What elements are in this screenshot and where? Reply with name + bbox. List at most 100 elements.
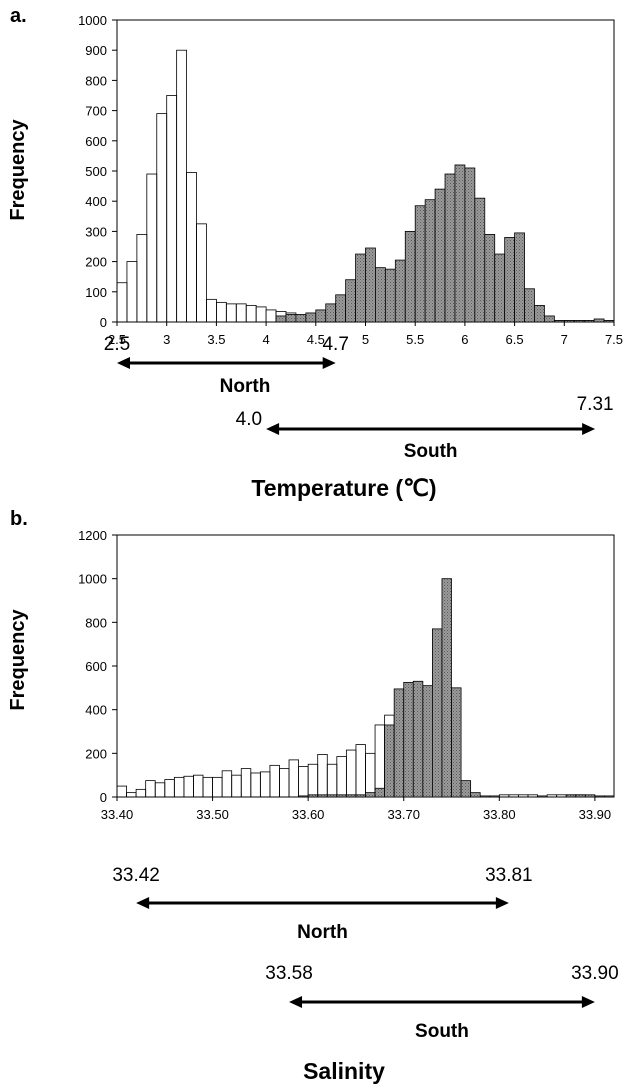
y-tick-label: 100 bbox=[85, 285, 107, 300]
arrow-head-left bbox=[117, 357, 130, 369]
bar-north bbox=[221, 770, 233, 798]
bar-south bbox=[315, 309, 327, 323]
bar-north bbox=[116, 282, 128, 323]
panel-label: a. bbox=[10, 5, 27, 27]
bar-north bbox=[336, 756, 347, 798]
x-tick-label: 5 bbox=[362, 332, 369, 347]
bar-south bbox=[298, 795, 309, 798]
y-tick-label: 1000 bbox=[78, 572, 107, 587]
bar-south bbox=[434, 188, 446, 323]
range-from-label: 4.0 bbox=[236, 409, 262, 430]
bar-south bbox=[514, 232, 525, 323]
bar-north bbox=[135, 788, 147, 798]
bar-north bbox=[245, 304, 257, 323]
bar-south bbox=[375, 267, 386, 323]
x-tick-label: 4 bbox=[262, 332, 269, 347]
x-tick-label: 3 bbox=[163, 332, 170, 347]
bar-south bbox=[565, 794, 577, 798]
range-to-label: 7.31 bbox=[577, 394, 614, 415]
x-tick-label: 33.90 bbox=[579, 807, 612, 822]
y-tick-label: 400 bbox=[85, 194, 107, 209]
bar-south bbox=[374, 787, 386, 798]
x-tick-label: 6.5 bbox=[506, 332, 524, 347]
bar-south bbox=[355, 253, 366, 323]
bar-south bbox=[325, 303, 337, 323]
range-name: North bbox=[297, 922, 348, 943]
bar-south bbox=[336, 794, 347, 798]
bar-north bbox=[154, 782, 166, 798]
range-annotations: 33.42 33.81 North 33.58 33.90 South bbox=[112, 865, 618, 1042]
x-tick-labels: 2.5 3 3.5 4 4.5 5 5.5 6 6.5 7 7.5 bbox=[108, 322, 623, 347]
bar-north bbox=[537, 795, 548, 798]
bar-north bbox=[225, 303, 237, 323]
bar-north bbox=[508, 794, 519, 798]
bar-north bbox=[156, 113, 168, 323]
bar-north bbox=[365, 752, 376, 798]
bar-south bbox=[365, 792, 376, 798]
bar-north bbox=[556, 794, 567, 798]
bar-north bbox=[196, 223, 207, 323]
bar-north bbox=[527, 794, 538, 798]
bar-south bbox=[544, 315, 555, 323]
bar-north bbox=[116, 785, 127, 798]
bar-north bbox=[279, 768, 290, 798]
bar-south bbox=[603, 320, 615, 323]
x-tick-label: 2.5 bbox=[108, 332, 126, 347]
bar-south bbox=[335, 294, 347, 323]
bar-north bbox=[250, 772, 261, 798]
bar-south bbox=[404, 230, 416, 323]
bar-north bbox=[146, 173, 158, 323]
bar-north bbox=[326, 763, 338, 798]
arrow-head-left bbox=[136, 897, 150, 909]
bar-south bbox=[553, 320, 565, 323]
bar-north bbox=[265, 309, 277, 323]
x-tick-label: 33.40 bbox=[101, 807, 134, 822]
bar-south bbox=[355, 794, 366, 798]
range-name: South bbox=[415, 1021, 469, 1042]
arrow-head-right bbox=[495, 897, 509, 909]
bar-south bbox=[414, 205, 426, 323]
arrow-head-right bbox=[582, 423, 596, 435]
x-axis-label: Temperature (℃) bbox=[251, 475, 436, 501]
bar-south bbox=[593, 318, 605, 323]
bar-south bbox=[441, 578, 452, 798]
y-axis-label: Frequency bbox=[7, 609, 29, 711]
bar-north bbox=[164, 779, 175, 798]
x-tick-label: 7 bbox=[561, 332, 568, 347]
y-tick-label: 800 bbox=[85, 615, 107, 630]
bar-south bbox=[424, 199, 436, 323]
bar-south bbox=[412, 680, 424, 798]
arrow-head-right bbox=[322, 357, 336, 369]
bar-south bbox=[422, 685, 433, 798]
bar-south bbox=[534, 304, 545, 323]
range-from-label: 33.58 bbox=[265, 963, 313, 984]
bar-south bbox=[345, 279, 356, 323]
y-tick-label: 1200 bbox=[78, 528, 107, 543]
bar-south bbox=[307, 794, 319, 798]
x-tick-labels: 33.40 33.50 33.60 33.70 33.80 33.90 bbox=[101, 797, 611, 822]
bar-north bbox=[479, 795, 491, 798]
bar-north bbox=[498, 794, 510, 798]
bar-north bbox=[126, 261, 138, 323]
bar-south bbox=[464, 167, 476, 323]
bar-south bbox=[275, 315, 287, 323]
y-tick-label: 1000 bbox=[78, 13, 107, 28]
bar-south bbox=[305, 312, 317, 323]
bar-north bbox=[269, 764, 280, 798]
bar-south bbox=[524, 288, 535, 323]
x-tick-label: 4.5 bbox=[307, 332, 325, 347]
bar-north bbox=[518, 794, 529, 798]
bar-north bbox=[136, 234, 148, 323]
bar-south bbox=[384, 268, 396, 323]
bar-north bbox=[193, 774, 204, 798]
bar-south bbox=[474, 197, 486, 323]
bar-south bbox=[295, 314, 307, 323]
bar-north bbox=[202, 776, 213, 798]
bar-north bbox=[166, 95, 178, 323]
bar-north bbox=[546, 794, 558, 798]
temperature-histogram: a. Frequency 0 100 200 300 400 500 600 700 800 90… bbox=[7, 5, 623, 501]
bar-north bbox=[126, 792, 137, 798]
arrow-head-left bbox=[266, 423, 280, 435]
bar-south bbox=[460, 780, 472, 798]
bar-south bbox=[444, 173, 456, 323]
